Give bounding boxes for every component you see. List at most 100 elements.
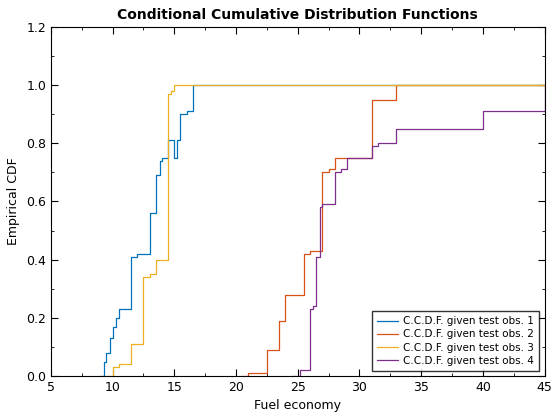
C.C.D.F. given test obs. 4 xyxy=(368,144,375,149)
X-axis label: Fuel economy: Fuel economy xyxy=(254,399,341,412)
C.C.D.F. given test obs. 2 xyxy=(393,82,400,87)
C.C.D.F. given test obs. 3 xyxy=(541,82,548,87)
C.C.D.F. given test obs. 3 xyxy=(152,257,159,262)
C.C.D.F. given test obs. 4 xyxy=(309,304,316,309)
C.C.D.F. given test obs. 4 xyxy=(288,373,295,378)
C.C.D.F. given test obs. 4 xyxy=(307,307,314,312)
C.C.D.F. given test obs. 2 xyxy=(356,155,363,160)
C.C.D.F. given test obs. 1 xyxy=(128,254,134,259)
C.C.D.F. given test obs. 1 xyxy=(152,173,159,178)
C.C.D.F. given test obs. 2 xyxy=(313,248,320,253)
C.C.D.F. given test obs. 1 xyxy=(171,155,178,160)
C.C.D.F. given test obs. 1 xyxy=(156,158,163,163)
C.C.D.F. given test obs. 1 xyxy=(149,210,156,215)
C.C.D.F. given test obs. 4 xyxy=(295,373,301,378)
C.C.D.F. given test obs. 3 xyxy=(171,82,178,87)
C.C.D.F. given test obs. 3 xyxy=(158,257,165,262)
C.C.D.F. given test obs. 4 xyxy=(492,109,498,114)
C.C.D.F. given test obs. 4 xyxy=(313,254,320,259)
C.C.D.F. given test obs. 4 xyxy=(350,155,357,160)
C.C.D.F. given test obs. 1 xyxy=(107,336,114,341)
C.C.D.F. given test obs. 2 xyxy=(325,167,332,172)
C.C.D.F. given test obs. 2 xyxy=(264,347,270,352)
C.C.D.F. given test obs. 1 xyxy=(122,307,128,312)
C.C.D.F. given test obs. 2 xyxy=(307,248,314,253)
C.C.D.F. given test obs. 2 xyxy=(368,97,375,102)
C.C.D.F. given test obs. 3 xyxy=(195,82,202,87)
C.C.D.F. given test obs. 2 xyxy=(344,155,351,160)
C.C.D.F. given test obs. 1 xyxy=(195,82,202,87)
C.C.D.F. given test obs. 2 xyxy=(258,371,264,376)
Line: C.C.D.F. given test obs. 1: C.C.D.F. given test obs. 1 xyxy=(100,85,544,376)
C.C.D.F. given test obs. 1 xyxy=(146,210,153,215)
C.C.D.F. given test obs. 4 xyxy=(393,126,400,131)
C.C.D.F. given test obs. 1 xyxy=(103,350,110,355)
C.C.D.F. given test obs. 1 xyxy=(143,251,150,256)
C.C.D.F. given test obs. 2 xyxy=(288,292,295,297)
C.C.D.F. given test obs. 1 xyxy=(183,109,190,114)
C.C.D.F. given test obs. 1 xyxy=(140,251,147,256)
Legend: C.C.D.F. given test obs. 1, C.C.D.F. given test obs. 2, C.C.D.F. given test obs.: C.C.D.F. given test obs. 1, C.C.D.F. giv… xyxy=(372,311,539,371)
C.C.D.F. given test obs. 4 xyxy=(418,126,424,131)
C.C.D.F. given test obs. 1 xyxy=(158,155,165,160)
C.C.D.F. given test obs. 2 xyxy=(276,318,283,323)
C.C.D.F. given test obs. 3 xyxy=(165,91,171,96)
C.C.D.F. given test obs. 2 xyxy=(381,97,388,102)
C.C.D.F. given test obs. 4 xyxy=(375,141,381,146)
C.C.D.F. given test obs. 2 xyxy=(270,347,277,352)
C.C.D.F. given test obs. 2 xyxy=(319,170,326,175)
C.C.D.F. given test obs. 1 xyxy=(119,307,126,312)
C.C.D.F. given test obs. 4 xyxy=(338,167,344,172)
C.C.D.F. given test obs. 4 xyxy=(516,109,523,114)
C.C.D.F. given test obs. 3 xyxy=(122,362,128,367)
C.C.D.F. given test obs. 4 xyxy=(430,126,437,131)
C.C.D.F. given test obs. 1 xyxy=(101,359,108,364)
C.C.D.F. given test obs. 1 xyxy=(109,324,116,329)
C.C.D.F. given test obs. 3 xyxy=(162,257,169,262)
C.C.D.F. given test obs. 1 xyxy=(165,138,171,143)
C.C.D.F. given test obs. 2 xyxy=(301,251,307,256)
C.C.D.F. given test obs. 4 xyxy=(316,205,323,210)
C.C.D.F. given test obs. 1 xyxy=(177,112,184,117)
Title: Conditional Cumulative Distribution Functions: Conditional Cumulative Distribution Func… xyxy=(118,8,478,21)
C.C.D.F. given test obs. 4 xyxy=(321,202,328,207)
C.C.D.F. given test obs. 4 xyxy=(541,82,548,87)
C.C.D.F. given test obs. 1 xyxy=(541,82,548,87)
C.C.D.F. given test obs. 2 xyxy=(239,373,246,378)
C.C.D.F. given test obs. 3 xyxy=(140,275,147,280)
C.C.D.F. given test obs. 4 xyxy=(362,155,369,160)
C.C.D.F. given test obs. 4 xyxy=(455,126,461,131)
Y-axis label: Empirical CDF: Empirical CDF xyxy=(7,158,21,245)
C.C.D.F. given test obs. 1 xyxy=(115,307,122,312)
C.C.D.F. given test obs. 1 xyxy=(134,251,141,256)
C.C.D.F. given test obs. 4 xyxy=(381,141,388,146)
C.C.D.F. given test obs. 3 xyxy=(115,362,122,367)
Line: C.C.D.F. given test obs. 4: C.C.D.F. given test obs. 4 xyxy=(292,85,544,376)
C.C.D.F. given test obs. 1 xyxy=(174,138,180,143)
C.C.D.F. given test obs. 2 xyxy=(387,97,394,102)
C.C.D.F. given test obs. 4 xyxy=(325,202,332,207)
C.C.D.F. given test obs. 3 xyxy=(103,373,110,378)
C.C.D.F. given test obs. 4 xyxy=(405,126,412,131)
C.C.D.F. given test obs. 2 xyxy=(245,371,252,376)
C.C.D.F. given test obs. 1 xyxy=(137,251,143,256)
C.C.D.F. given test obs. 3 xyxy=(128,341,134,346)
C.C.D.F. given test obs. 1 xyxy=(97,373,104,378)
C.C.D.F. given test obs. 2 xyxy=(251,371,258,376)
C.C.D.F. given test obs. 1 xyxy=(124,307,131,312)
C.C.D.F. given test obs. 4 xyxy=(344,155,351,160)
C.C.D.F. given test obs. 4 xyxy=(301,368,307,373)
C.C.D.F. given test obs. 2 xyxy=(295,292,301,297)
C.C.D.F. given test obs. 3 xyxy=(167,88,174,93)
C.C.D.F. given test obs. 3 xyxy=(134,341,141,346)
C.C.D.F. given test obs. 3 xyxy=(146,272,153,277)
C.C.D.F. given test obs. 4 xyxy=(319,202,326,207)
C.C.D.F. given test obs. 1 xyxy=(169,138,175,143)
C.C.D.F. given test obs. 4 xyxy=(479,109,486,114)
C.C.D.F. given test obs. 2 xyxy=(332,155,338,160)
C.C.D.F. given test obs. 4 xyxy=(467,126,474,131)
Line: C.C.D.F. given test obs. 2: C.C.D.F. given test obs. 2 xyxy=(242,85,544,376)
C.C.D.F. given test obs. 2 xyxy=(282,292,289,297)
C.C.D.F. given test obs. 4 xyxy=(442,126,449,131)
C.C.D.F. given test obs. 4 xyxy=(332,170,338,175)
